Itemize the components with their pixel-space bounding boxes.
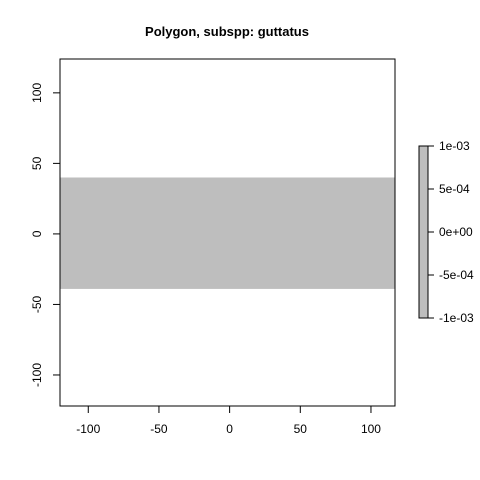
chart-title: Polygon, subspp: guttatus xyxy=(145,24,309,39)
x-tick-label: 100 xyxy=(361,422,381,436)
y-tick-label: -50 xyxy=(30,295,44,313)
legend-tick-label: 0e+00 xyxy=(439,225,473,239)
legend-colorbar xyxy=(418,145,429,319)
raster-band xyxy=(60,177,395,289)
y-tick-label: 100 xyxy=(30,83,44,103)
x-tick-label: -50 xyxy=(150,422,168,436)
legend-tick-label: 1e-03 xyxy=(439,139,470,153)
legend-tick-label: -1e-03 xyxy=(439,311,474,325)
x-tick-label: 0 xyxy=(226,422,233,436)
y-tick-label: 50 xyxy=(30,156,44,170)
x-tick-label: -100 xyxy=(76,422,100,436)
y-tick-label: 0 xyxy=(30,230,44,237)
legend-tick-label: 5e-04 xyxy=(439,182,470,196)
legend-tick-label: -5e-04 xyxy=(439,268,474,282)
y-tick-label: -100 xyxy=(30,363,44,387)
x-tick-label: 50 xyxy=(294,422,308,436)
